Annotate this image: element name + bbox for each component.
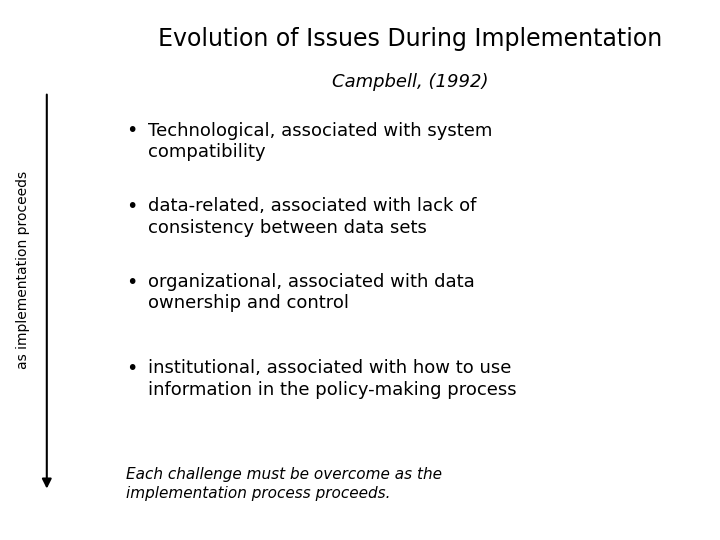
Text: Technological, associated with system
compatibility: Technological, associated with system co…	[148, 122, 492, 161]
Text: organizational, associated with data
ownership and control: organizational, associated with data own…	[148, 273, 474, 312]
Text: •: •	[126, 359, 138, 378]
Text: as implementation proceeds: as implementation proceeds	[16, 171, 30, 369]
Text: institutional, associated with how to use
information in the policy-making proce: institutional, associated with how to us…	[148, 359, 516, 399]
Text: •: •	[126, 273, 138, 292]
Text: data-related, associated with lack of
consistency between data sets: data-related, associated with lack of co…	[148, 197, 476, 237]
Text: •: •	[126, 122, 138, 140]
Text: •: •	[126, 197, 138, 216]
Text: Each challenge must be overcome as the
implementation process proceeds.: Each challenge must be overcome as the i…	[126, 467, 442, 501]
Text: Campbell, (1992): Campbell, (1992)	[332, 73, 489, 91]
Text: Evolution of Issues During Implementation: Evolution of Issues During Implementatio…	[158, 27, 662, 51]
